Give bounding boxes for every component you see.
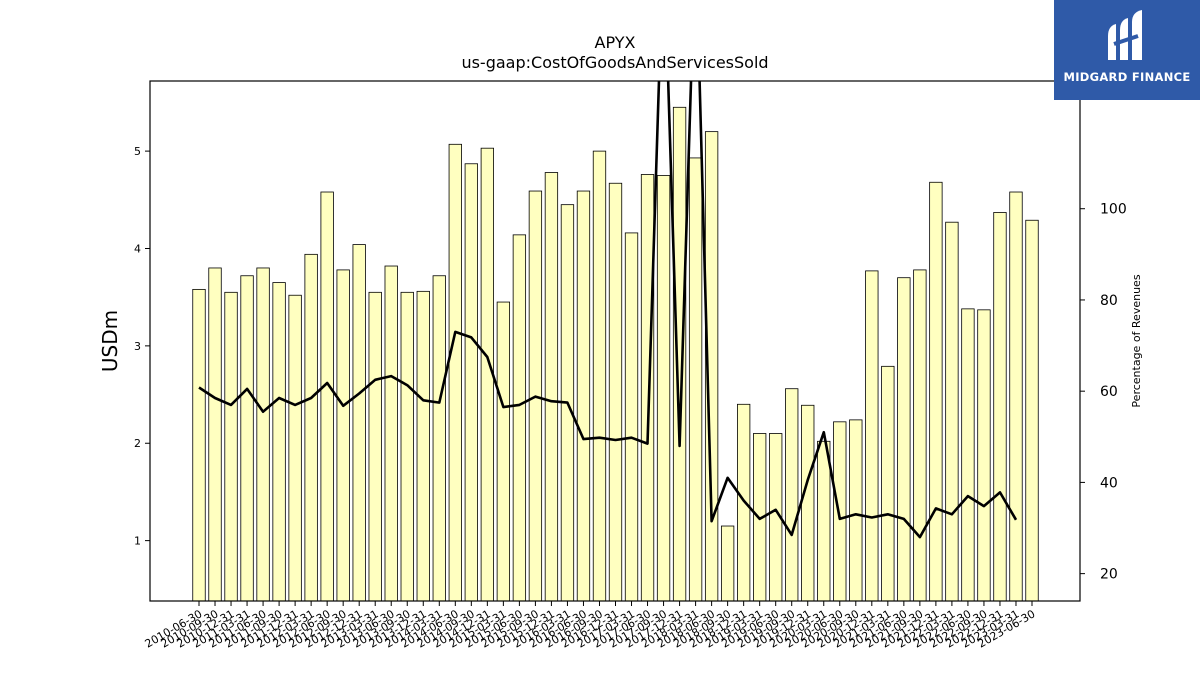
bar [256, 267, 270, 602]
bar [977, 309, 991, 602]
bar [368, 291, 382, 602]
y-axis-label: USDm [98, 310, 122, 372]
bar [720, 525, 735, 602]
brand-logo: MIDGARD FINANCE [1054, 0, 1200, 100]
bar [512, 234, 527, 602]
midgard-logo-icon [1108, 10, 1142, 60]
y2-tick-label: 20 [1100, 567, 1118, 583]
bar [688, 157, 703, 602]
bar [913, 269, 927, 602]
bar [496, 301, 511, 602]
bar [208, 267, 222, 602]
bar [945, 221, 959, 602]
right-axis: 20 40 60 80 100 [1080, 202, 1127, 583]
bar [849, 419, 863, 602]
y-tick-label: 3 [134, 340, 141, 353]
y-tick-label: 1 [134, 535, 141, 548]
bar [801, 404, 815, 602]
y2-tick-label: 40 [1100, 475, 1118, 491]
bar [192, 288, 206, 602]
y2-tick-label: 100 [1100, 202, 1127, 218]
bar [672, 106, 687, 602]
bar [272, 282, 286, 602]
chart-title: APYX [595, 33, 636, 52]
bar [288, 294, 302, 602]
y-tick-label: 4 [134, 242, 141, 255]
bar [304, 253, 318, 602]
y2-axis-label: Percentage of Revenues [1130, 274, 1143, 407]
bar [544, 172, 559, 602]
bar [592, 150, 607, 602]
bar [1025, 219, 1039, 602]
bar [737, 403, 751, 602]
bar [640, 174, 655, 602]
bar [608, 182, 623, 602]
bar [993, 212, 1007, 602]
bar [400, 291, 414, 602]
percentage-line-layer [198, 81, 1018, 539]
left-axis: 1 2 3 4 5 [134, 145, 150, 548]
bar [464, 163, 478, 602]
bar [961, 308, 975, 602]
percentage-line [198, 81, 1018, 539]
x-axis: 2010-06-302010-09-302010-12-312011-03-31… [143, 601, 1038, 651]
bar [576, 190, 591, 602]
bar [1009, 191, 1023, 602]
bar [881, 365, 895, 602]
bar [320, 191, 334, 602]
y-tick-label: 2 [134, 437, 141, 450]
bar [432, 275, 446, 602]
bar [624, 232, 639, 602]
bar [929, 181, 943, 602]
bar [240, 275, 254, 602]
bar [833, 421, 847, 602]
bar [336, 269, 350, 602]
y-tick-label: 5 [134, 145, 141, 158]
bar [416, 290, 430, 602]
bar [656, 175, 671, 602]
bar [897, 277, 911, 602]
y2-tick-label: 80 [1100, 293, 1118, 309]
bar [384, 265, 398, 602]
y2-tick-label: 60 [1100, 384, 1118, 400]
bar [785, 388, 799, 602]
bar [865, 270, 879, 602]
bar [448, 143, 462, 602]
chart-subtitle: us-gaap:CostOfGoodsAndServicesSold [461, 53, 768, 72]
bar [352, 244, 366, 602]
bar [817, 440, 831, 602]
bar [224, 291, 238, 602]
brand-name: MIDGARD FINANCE [1063, 70, 1191, 84]
